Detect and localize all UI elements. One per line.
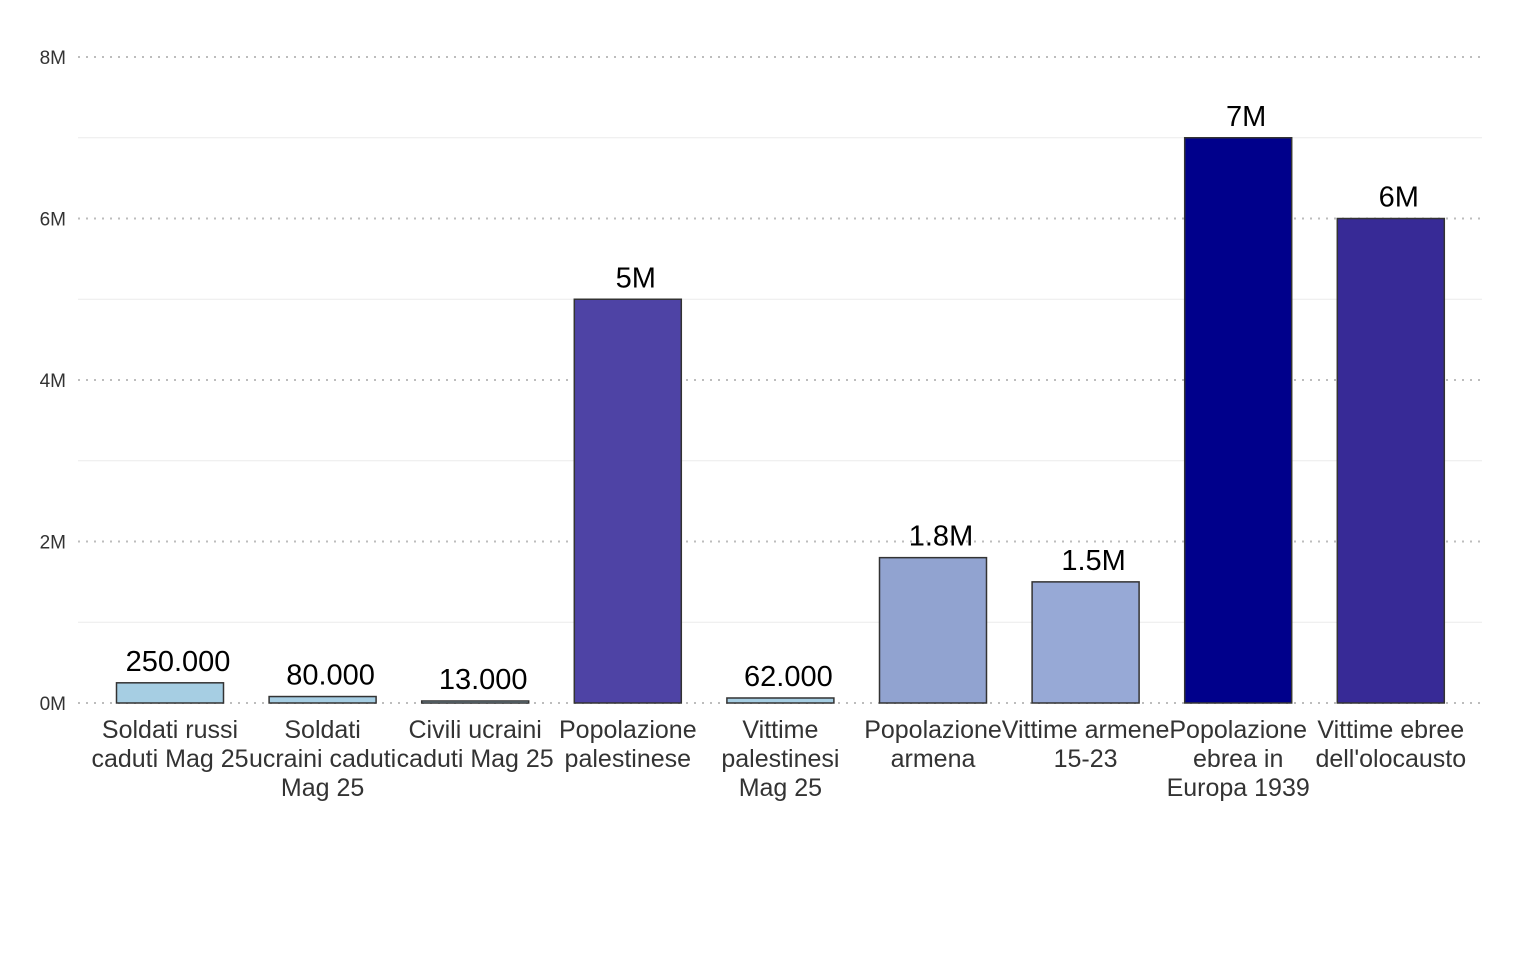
data-labels: 250.000 80.000 13.000 5M 62.000 1.8M 1.5M 7M 6M: [126, 101, 1419, 696]
x-category-label: 15-23: [1054, 745, 1118, 773]
bar-value-label: 5M: [616, 262, 656, 294]
bar: [878, 556, 988, 704]
bar-value-label: 6M: [1379, 182, 1419, 214]
bar-value-label: 13.000: [439, 664, 528, 696]
bar: [1183, 137, 1293, 704]
x-category-label: palestinesi: [721, 745, 839, 773]
x-category-label: Popolazione: [559, 716, 697, 744]
x-category-label: Popolazione: [864, 716, 1002, 744]
x-category-label: dell'olocausto: [1315, 745, 1466, 773]
x-category-label: Popolazione: [1169, 716, 1307, 744]
bar-value-label: 1.5M: [1061, 545, 1125, 577]
x-category-label: ebrea in: [1193, 745, 1283, 773]
bar: [420, 700, 530, 704]
bar: [268, 695, 377, 704]
y-tick-label: 4M: [40, 371, 66, 392]
bar-value-label: 7M: [1226, 101, 1266, 133]
x-category-label: Vittime armene: [1002, 716, 1170, 744]
bar-value-label: 250.000: [126, 646, 231, 678]
bar-value-label: 1.8M: [909, 521, 973, 553]
x-category-label: caduti Mag 25: [397, 745, 554, 773]
x-category-label: Mag 25: [739, 774, 822, 802]
y-tick-label: 6M: [40, 210, 66, 231]
y-tick-label: 0M: [40, 694, 66, 715]
x-category-label: caduti Mag 25: [91, 745, 248, 773]
bar-value-label: 80.000: [286, 660, 375, 692]
bar: [726, 697, 835, 704]
bar: [573, 298, 683, 704]
x-category-label: Europa 1939: [1167, 774, 1310, 802]
bar: [115, 682, 225, 704]
y-tick-label: 2M: [40, 533, 66, 554]
x-category-label: Vittime ebree: [1317, 716, 1464, 744]
bar-value-label: 62.000: [744, 661, 833, 693]
x-category-label: palestinese: [565, 745, 691, 773]
x-category-label: Vittime: [742, 716, 818, 744]
x-category-label: Mag 25: [281, 774, 364, 802]
x-category-label: Civili ucraini: [409, 716, 542, 744]
x-category-label: armena: [891, 745, 976, 773]
bars: [115, 137, 1446, 704]
x-category-label: Soldati: [284, 716, 360, 744]
y-tick-label: 8M: [40, 48, 66, 69]
bar: [1031, 581, 1140, 704]
x-category-label: ucraini caduti: [249, 745, 396, 773]
y-axis-ticks: 0M 2M 4M 6M 8M: [40, 48, 66, 715]
bar: [1336, 217, 1446, 704]
x-category-label: Soldati russi: [102, 716, 238, 744]
